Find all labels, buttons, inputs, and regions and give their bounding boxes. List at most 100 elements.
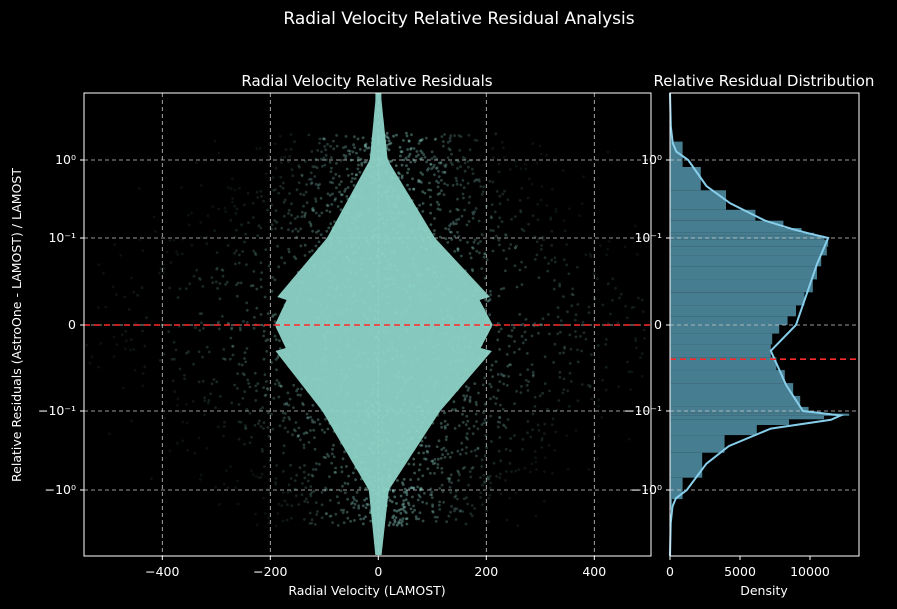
scatter-point [352, 260, 356, 264]
scatter-point [502, 155, 506, 159]
scatter-point [122, 386, 125, 390]
scatter-point [476, 178, 479, 182]
scatter-point [385, 135, 389, 139]
scatter-point [344, 245, 348, 249]
scatter-point [306, 479, 310, 483]
scatter-point [320, 311, 324, 314]
histogram-y-tick-label: −10⁰ [631, 482, 662, 497]
scatter-point [362, 420, 366, 423]
scatter-point [412, 284, 416, 288]
scatter-point [330, 285, 334, 288]
scatter-point [283, 358, 287, 362]
scatter-point [261, 450, 264, 453]
scatter-point [372, 145, 376, 149]
scatter-point [469, 475, 473, 479]
scatter-point [453, 495, 457, 499]
scatter-point [433, 173, 436, 177]
histogram-bar [670, 239, 829, 247]
scatter-point [345, 195, 349, 198]
histogram-bar [670, 325, 780, 334]
scatter-point [292, 383, 296, 387]
scatter-point [561, 169, 565, 172]
scatter-point [326, 321, 329, 325]
scatter-point [453, 509, 456, 513]
scatter-point [283, 303, 287, 307]
scatter-point [466, 368, 470, 372]
scatter-point [498, 194, 502, 198]
histogram-bar [670, 413, 850, 416]
scatter-point [353, 502, 357, 506]
scatter-point [397, 210, 401, 214]
scatter-point [468, 400, 472, 404]
scatter-point [331, 407, 335, 411]
scatter-point [372, 156, 376, 160]
scatter-point [386, 136, 390, 140]
scatter-point [387, 296, 390, 299]
scatter-point [449, 473, 453, 477]
scatter-point [352, 506, 356, 509]
scatter-point [366, 503, 370, 506]
scatter-point [367, 357, 370, 361]
scatter-point [387, 385, 390, 389]
scatter-point [477, 344, 481, 347]
scatter-point [413, 160, 417, 164]
scatter-point [465, 432, 469, 435]
scatter-point [491, 180, 495, 184]
scatter-point [124, 329, 128, 333]
scatter-point [399, 511, 403, 515]
scatter-point [498, 416, 501, 419]
scatter-point [521, 341, 525, 345]
scatter-point [461, 420, 465, 424]
scatter-point [290, 202, 293, 206]
scatter-point [322, 156, 326, 160]
scatter-point [417, 493, 421, 497]
scatter-point [314, 200, 318, 203]
scatter-point [143, 344, 147, 348]
scatter-point [607, 240, 611, 243]
scatter-point [488, 298, 492, 301]
scatter-point [252, 326, 256, 330]
scatter-point [566, 389, 570, 393]
scatter-point [217, 207, 221, 211]
scatter-point [130, 419, 134, 423]
scatter-point [435, 166, 439, 170]
scatter-point [418, 495, 422, 499]
scatter-point [574, 330, 577, 333]
scatter-point [494, 132, 497, 136]
scatter-point [443, 133, 446, 136]
histogram-bar [670, 370, 785, 383]
scatter-point [530, 182, 534, 186]
scatter-point [266, 312, 270, 315]
scatter-point [488, 474, 492, 478]
scatter-point [463, 346, 467, 349]
scatter-point [300, 215, 304, 219]
scatter-point [410, 486, 413, 489]
scatter-point [251, 473, 255, 476]
scatter-point [278, 347, 282, 350]
scatter-point [249, 284, 253, 288]
scatter-point [421, 137, 424, 141]
scatter-point [282, 200, 286, 204]
scatter-point [372, 176, 376, 180]
scatter-point [501, 407, 505, 411]
scatter-point [468, 398, 472, 402]
scatter-point [469, 159, 473, 162]
scatter-point [304, 486, 308, 489]
scatter-point [640, 352, 644, 356]
scatter-point [299, 192, 303, 196]
scatter-point [460, 300, 464, 304]
scatter-point [513, 246, 517, 250]
scatter-point [173, 390, 177, 393]
scatter-point [397, 198, 401, 201]
scatter-point [427, 412, 430, 416]
scatter-point [413, 508, 416, 512]
scatter-point [316, 184, 320, 187]
scatter-point [361, 461, 365, 464]
scatter-point [584, 337, 588, 341]
scatter-point [285, 402, 288, 406]
scatter-point [523, 466, 527, 470]
histogram-y-tick-label: −10⁻¹ [624, 403, 662, 418]
scatter-point [452, 400, 456, 404]
scatter-point [274, 358, 278, 361]
scatter-point [501, 146, 505, 150]
